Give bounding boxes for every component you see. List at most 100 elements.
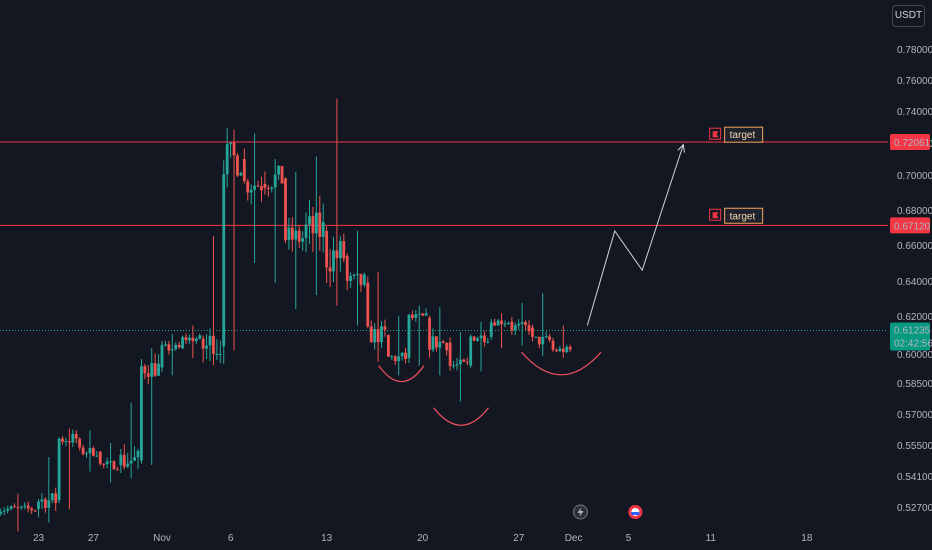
candle-body	[57, 438, 61, 501]
candle-body	[321, 221, 325, 238]
flag-icon	[709, 208, 722, 221]
cup-curve-2	[521, 351, 602, 376]
candle-body	[215, 354, 219, 355]
candle-body	[6, 508, 10, 511]
candle-body	[524, 322, 527, 326]
candle-body	[304, 224, 308, 238]
price-tick-label: 0.70000	[897, 171, 932, 182]
price-tick-label: 0.57000	[897, 410, 932, 421]
countdown-text: 02:42:56	[894, 339, 932, 350]
candle-body	[280, 165, 284, 184]
candle-body	[92, 448, 95, 456]
candle-body	[109, 461, 112, 463]
candle-body	[150, 363, 154, 377]
candle-body	[469, 336, 473, 366]
time-tick-label: 27	[88, 533, 100, 544]
projection-path	[586, 143, 685, 326]
candle-body	[548, 336, 551, 340]
candle-body	[424, 313, 428, 316]
candle-body	[177, 344, 181, 348]
candle-body	[74, 433, 78, 439]
candle-body	[160, 344, 164, 368]
candle-body	[479, 335, 483, 339]
candle-body	[242, 159, 246, 182]
time-tick-label: 13	[321, 533, 333, 544]
candle-body	[260, 186, 263, 191]
candle-body	[95, 455, 99, 457]
candle-body	[383, 326, 387, 330]
candle-body	[54, 493, 58, 504]
candle-body	[253, 185, 257, 190]
cup-curve-1	[433, 407, 490, 426]
candle-body	[256, 185, 260, 187]
price-tick-label: 0.62000	[897, 312, 932, 323]
candle-body	[146, 373, 150, 377]
candle-body	[170, 349, 174, 351]
candle-body	[359, 273, 363, 285]
candle-body	[558, 348, 562, 352]
price-tick-label: 0.58500	[897, 379, 932, 390]
event-markers	[572, 504, 643, 520]
candle-body	[167, 344, 171, 351]
candle-body	[390, 356, 394, 358]
currency-button[interactable]: USDT	[892, 5, 925, 27]
candle-body	[410, 314, 414, 318]
candle-body	[459, 359, 462, 365]
candle-body	[19, 506, 23, 508]
candle-body	[157, 363, 160, 376]
price-tick-label: 0.64000	[897, 277, 932, 288]
candle-body	[119, 454, 123, 465]
candle-body	[287, 227, 291, 241]
candle-body	[472, 336, 476, 341]
price-tick-label: 0.66000	[897, 241, 932, 252]
projection-line	[586, 144, 684, 326]
cup-curve-0	[378, 365, 425, 382]
level-price-tag	[890, 217, 930, 234]
pattern-curves	[378, 351, 602, 426]
price-tick-label: 0.55500	[897, 441, 932, 452]
target-label-box	[724, 126, 764, 143]
candle-body	[537, 336, 541, 345]
candle-body	[249, 189, 253, 193]
target-label: target	[730, 130, 756, 141]
target-label-box	[724, 207, 764, 224]
candle-body	[246, 181, 250, 193]
time-tick-label: 18	[801, 533, 813, 544]
candle-body	[393, 356, 397, 362]
candle-body	[290, 227, 294, 240]
candle-body	[527, 325, 531, 332]
candle-body	[438, 341, 442, 348]
candle-body	[266, 187, 270, 189]
candle-body	[37, 501, 40, 510]
candle-body	[489, 322, 493, 337]
candle-body	[277, 165, 281, 175]
price-tick-label: 0.74000	[897, 107, 932, 118]
candle-body	[98, 451, 102, 464]
candle-body	[112, 461, 116, 470]
level-price-tag	[890, 134, 930, 151]
candle-body	[362, 274, 366, 285]
candle-body	[30, 508, 34, 511]
candle-body	[164, 344, 167, 346]
candle-body	[555, 349, 558, 352]
candle-body	[0, 511, 3, 514]
candle-body	[263, 183, 267, 188]
target-annotation-0: target	[709, 126, 764, 143]
candle-body	[493, 322, 497, 326]
time-tick-label: Nov	[153, 533, 171, 544]
candle-body	[122, 454, 126, 467]
candle-body	[308, 216, 311, 225]
candle-body	[462, 359, 466, 362]
candle-body	[428, 317, 431, 350]
time-tick-label: 5	[626, 533, 632, 544]
candle-body	[102, 463, 106, 465]
candle-body	[297, 230, 301, 242]
candle-body	[188, 337, 191, 341]
candle-body	[67, 441, 71, 443]
candle-body	[520, 322, 524, 324]
candle-body	[88, 448, 92, 454]
candle-body	[314, 212, 318, 234]
price-tick-label: 0.52700	[897, 503, 932, 514]
candle-body	[47, 500, 51, 508]
